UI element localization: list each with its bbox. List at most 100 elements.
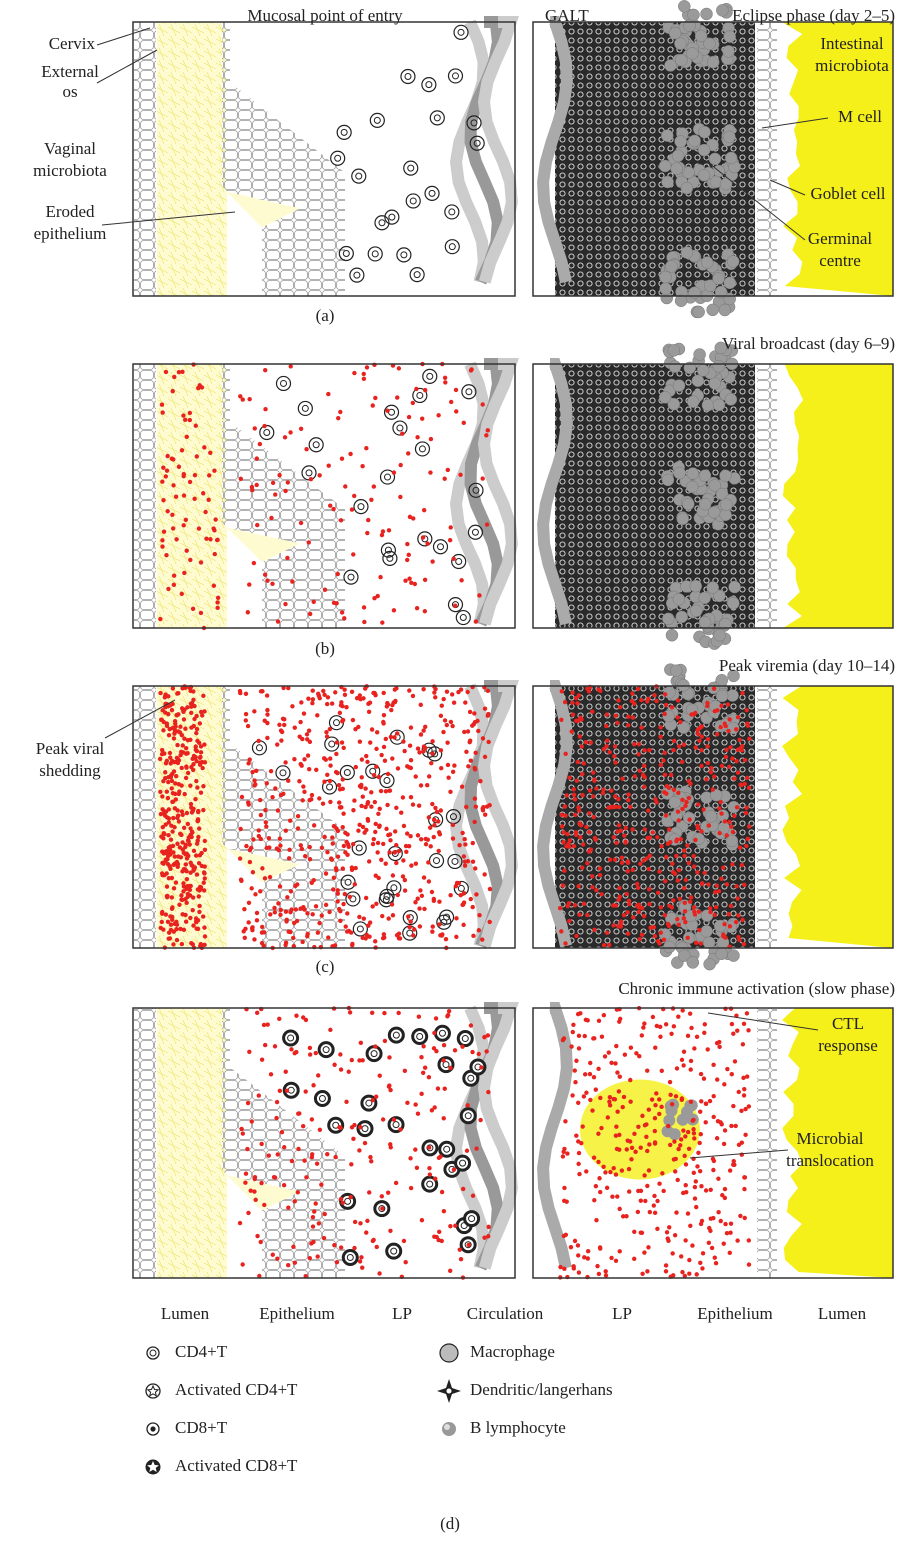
virion <box>249 484 255 490</box>
panel-title: Mucosal point of entry <box>247 6 403 25</box>
virion <box>158 811 164 817</box>
virion <box>251 560 257 566</box>
virion <box>394 860 399 866</box>
virion <box>331 506 336 512</box>
virion <box>179 897 184 902</box>
virion <box>434 809 440 815</box>
b-lymphocyte <box>727 949 740 962</box>
virion <box>401 823 407 829</box>
virion <box>374 730 380 735</box>
virion <box>168 837 174 842</box>
virion <box>322 834 327 840</box>
virion <box>673 1094 679 1099</box>
virion <box>468 1023 474 1028</box>
virion <box>273 492 278 497</box>
virion <box>652 1116 658 1121</box>
virion <box>294 1013 299 1018</box>
cervix-epithelium <box>134 1008 156 1278</box>
b-lymphocyte <box>665 260 678 273</box>
cell <box>330 150 346 166</box>
virion <box>383 861 388 866</box>
virion <box>623 840 628 845</box>
virion <box>275 808 281 813</box>
virion <box>194 759 199 764</box>
virion <box>164 815 170 820</box>
virion <box>703 1188 709 1193</box>
virion <box>452 763 457 768</box>
virion <box>254 482 259 488</box>
virion <box>287 847 292 853</box>
virion <box>417 924 423 929</box>
virion <box>171 850 176 855</box>
virion <box>263 406 268 412</box>
virion <box>731 1103 736 1109</box>
b-lymphocyte <box>668 26 682 40</box>
cell <box>317 1041 335 1059</box>
virion <box>163 809 169 814</box>
virion <box>646 1168 652 1173</box>
virion <box>672 1233 678 1238</box>
virion <box>179 765 184 771</box>
panel-frame <box>532 21 894 297</box>
virion <box>642 763 647 769</box>
virion <box>659 844 664 849</box>
virion <box>671 869 676 875</box>
virion <box>181 850 186 856</box>
virion <box>327 909 332 915</box>
virion <box>721 865 726 870</box>
virion <box>188 801 194 807</box>
b-lymphocyte <box>694 29 708 43</box>
virion <box>173 781 178 786</box>
virion <box>307 1255 313 1261</box>
virion <box>714 1136 720 1141</box>
virion <box>277 722 282 727</box>
virion <box>727 1168 733 1173</box>
virion <box>382 1038 388 1044</box>
virion <box>174 919 179 925</box>
virion <box>590 709 595 714</box>
virion <box>288 889 294 894</box>
virion <box>240 1262 245 1267</box>
virion <box>394 842 399 848</box>
virion <box>746 1238 751 1243</box>
virion <box>594 786 599 791</box>
virion <box>410 802 416 807</box>
virion <box>242 935 247 940</box>
virion <box>614 1124 619 1129</box>
cell <box>353 499 369 515</box>
virion <box>212 528 217 533</box>
virion <box>567 918 572 924</box>
virion <box>636 741 642 747</box>
virion <box>468 896 473 902</box>
virion <box>590 874 595 879</box>
virion <box>431 896 437 902</box>
virion <box>374 901 379 906</box>
virion <box>697 725 703 731</box>
cell-core <box>468 1215 476 1223</box>
annotation: response <box>818 1036 877 1055</box>
cell <box>384 209 400 225</box>
virion <box>405 557 410 563</box>
virion <box>407 688 412 693</box>
virion <box>741 1093 747 1098</box>
virion <box>382 1010 387 1016</box>
virion <box>278 792 284 798</box>
virion <box>332 1062 337 1067</box>
b-lymphocyte <box>665 1103 678 1116</box>
virion <box>298 426 304 431</box>
virion <box>563 751 568 757</box>
b-lymphocyte <box>697 143 711 157</box>
virion <box>374 764 379 769</box>
virion <box>722 819 728 824</box>
virion <box>305 911 310 916</box>
b-lymphocyte <box>716 4 729 17</box>
virion <box>741 1075 746 1081</box>
virion <box>252 709 257 714</box>
virion <box>482 1235 487 1240</box>
virion <box>391 608 397 613</box>
virion <box>298 761 303 767</box>
virion <box>572 1068 577 1073</box>
virion <box>561 830 566 835</box>
virion <box>596 1131 601 1136</box>
virion <box>169 906 175 912</box>
